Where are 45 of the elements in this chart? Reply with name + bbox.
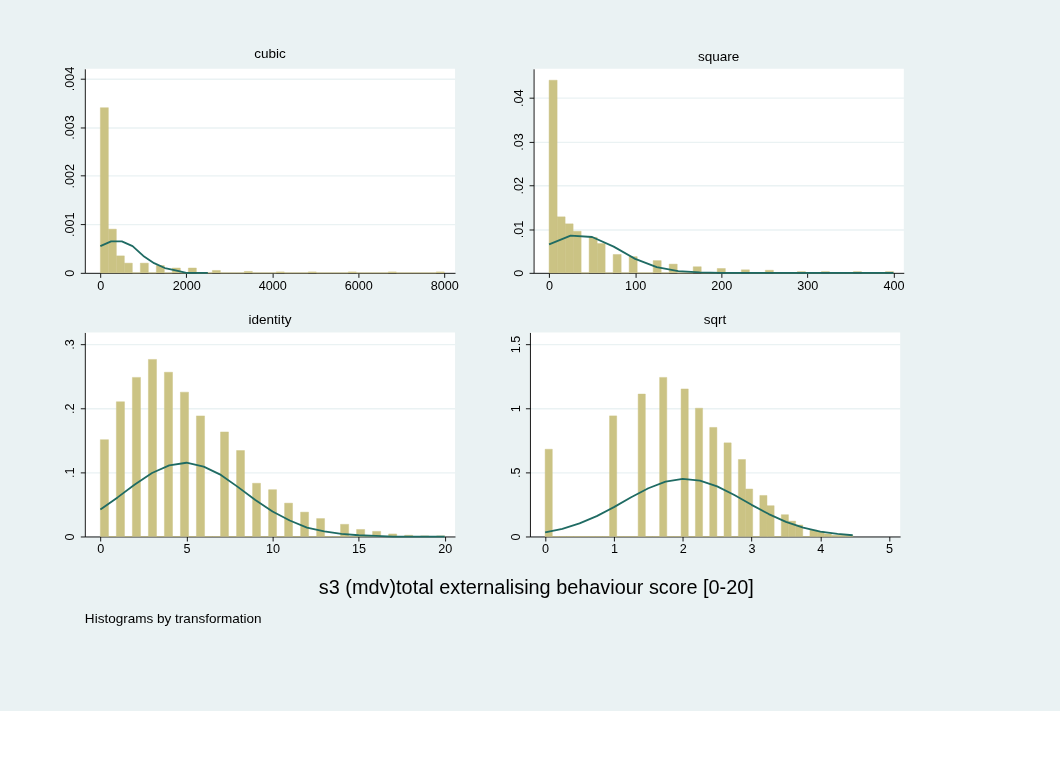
- y-tick-label: .3: [63, 339, 78, 350]
- text: Histograms by transformation: [84, 611, 262, 627]
- chart-title: identity: [248, 312, 292, 328]
- y-tick-label: .03: [512, 133, 527, 151]
- x-tick-label: 3: [748, 542, 756, 557]
- x-tick-label: 4000: [258, 278, 287, 293]
- y-tick-label: .04: [512, 89, 527, 107]
- x-tick-label: 1: [610, 542, 618, 557]
- x-tick-label: 10: [265, 542, 281, 557]
- x-tick-label: 100: [625, 278, 647, 293]
- y-tick-label: .02: [512, 176, 527, 195]
- x-tick-label: 200: [711, 278, 733, 293]
- chart-title: sqrt: [703, 312, 727, 328]
- x-tick-label: 20: [438, 542, 453, 557]
- y-tick-label: 1: [508, 405, 523, 413]
- y-tick-label: 0: [508, 533, 523, 541]
- x-tick-label: 4: [817, 542, 825, 557]
- text: s3 (mdv)total externalising behaviour score [0-20]: [318, 576, 754, 599]
- y-tick-label: .01: [512, 220, 527, 239]
- x-tick-label: 0: [542, 542, 550, 557]
- y-tick-label: 0: [63, 269, 78, 277]
- y-tick-label: .1: [63, 467, 78, 479]
- x-tick-label: 8000: [430, 278, 459, 293]
- y-tick-label: .5: [508, 467, 523, 479]
- x-tick-label: 0: [97, 278, 105, 293]
- x-tick-label: 0: [546, 278, 554, 293]
- x-tick-label: 5: [886, 542, 894, 557]
- y-tick-label: .003: [63, 115, 78, 140]
- x-tick-label: 300: [797, 278, 819, 293]
- y-tick-label: .2: [63, 403, 78, 414]
- y-tick-label: 0: [63, 533, 78, 541]
- y-tick-label: .004: [63, 66, 78, 92]
- chart-title: square: [698, 48, 740, 64]
- chart-title: cubic: [254, 46, 286, 62]
- y-tick-label: 0: [512, 269, 527, 277]
- x-tick-label: 2000: [172, 278, 201, 293]
- x-tick-label: 2: [679, 542, 687, 557]
- x-tick-label: 5: [183, 542, 191, 557]
- x-tick-label: 400: [883, 278, 905, 293]
- x-tick-label: 0: [97, 542, 105, 557]
- y-tick-label: .002: [63, 163, 78, 189]
- x-tick-label: 15: [352, 542, 367, 557]
- y-tick-label: .001: [63, 212, 78, 238]
- y-tick-label: 1.5: [508, 335, 523, 354]
- x-tick-label: 6000: [344, 278, 373, 293]
